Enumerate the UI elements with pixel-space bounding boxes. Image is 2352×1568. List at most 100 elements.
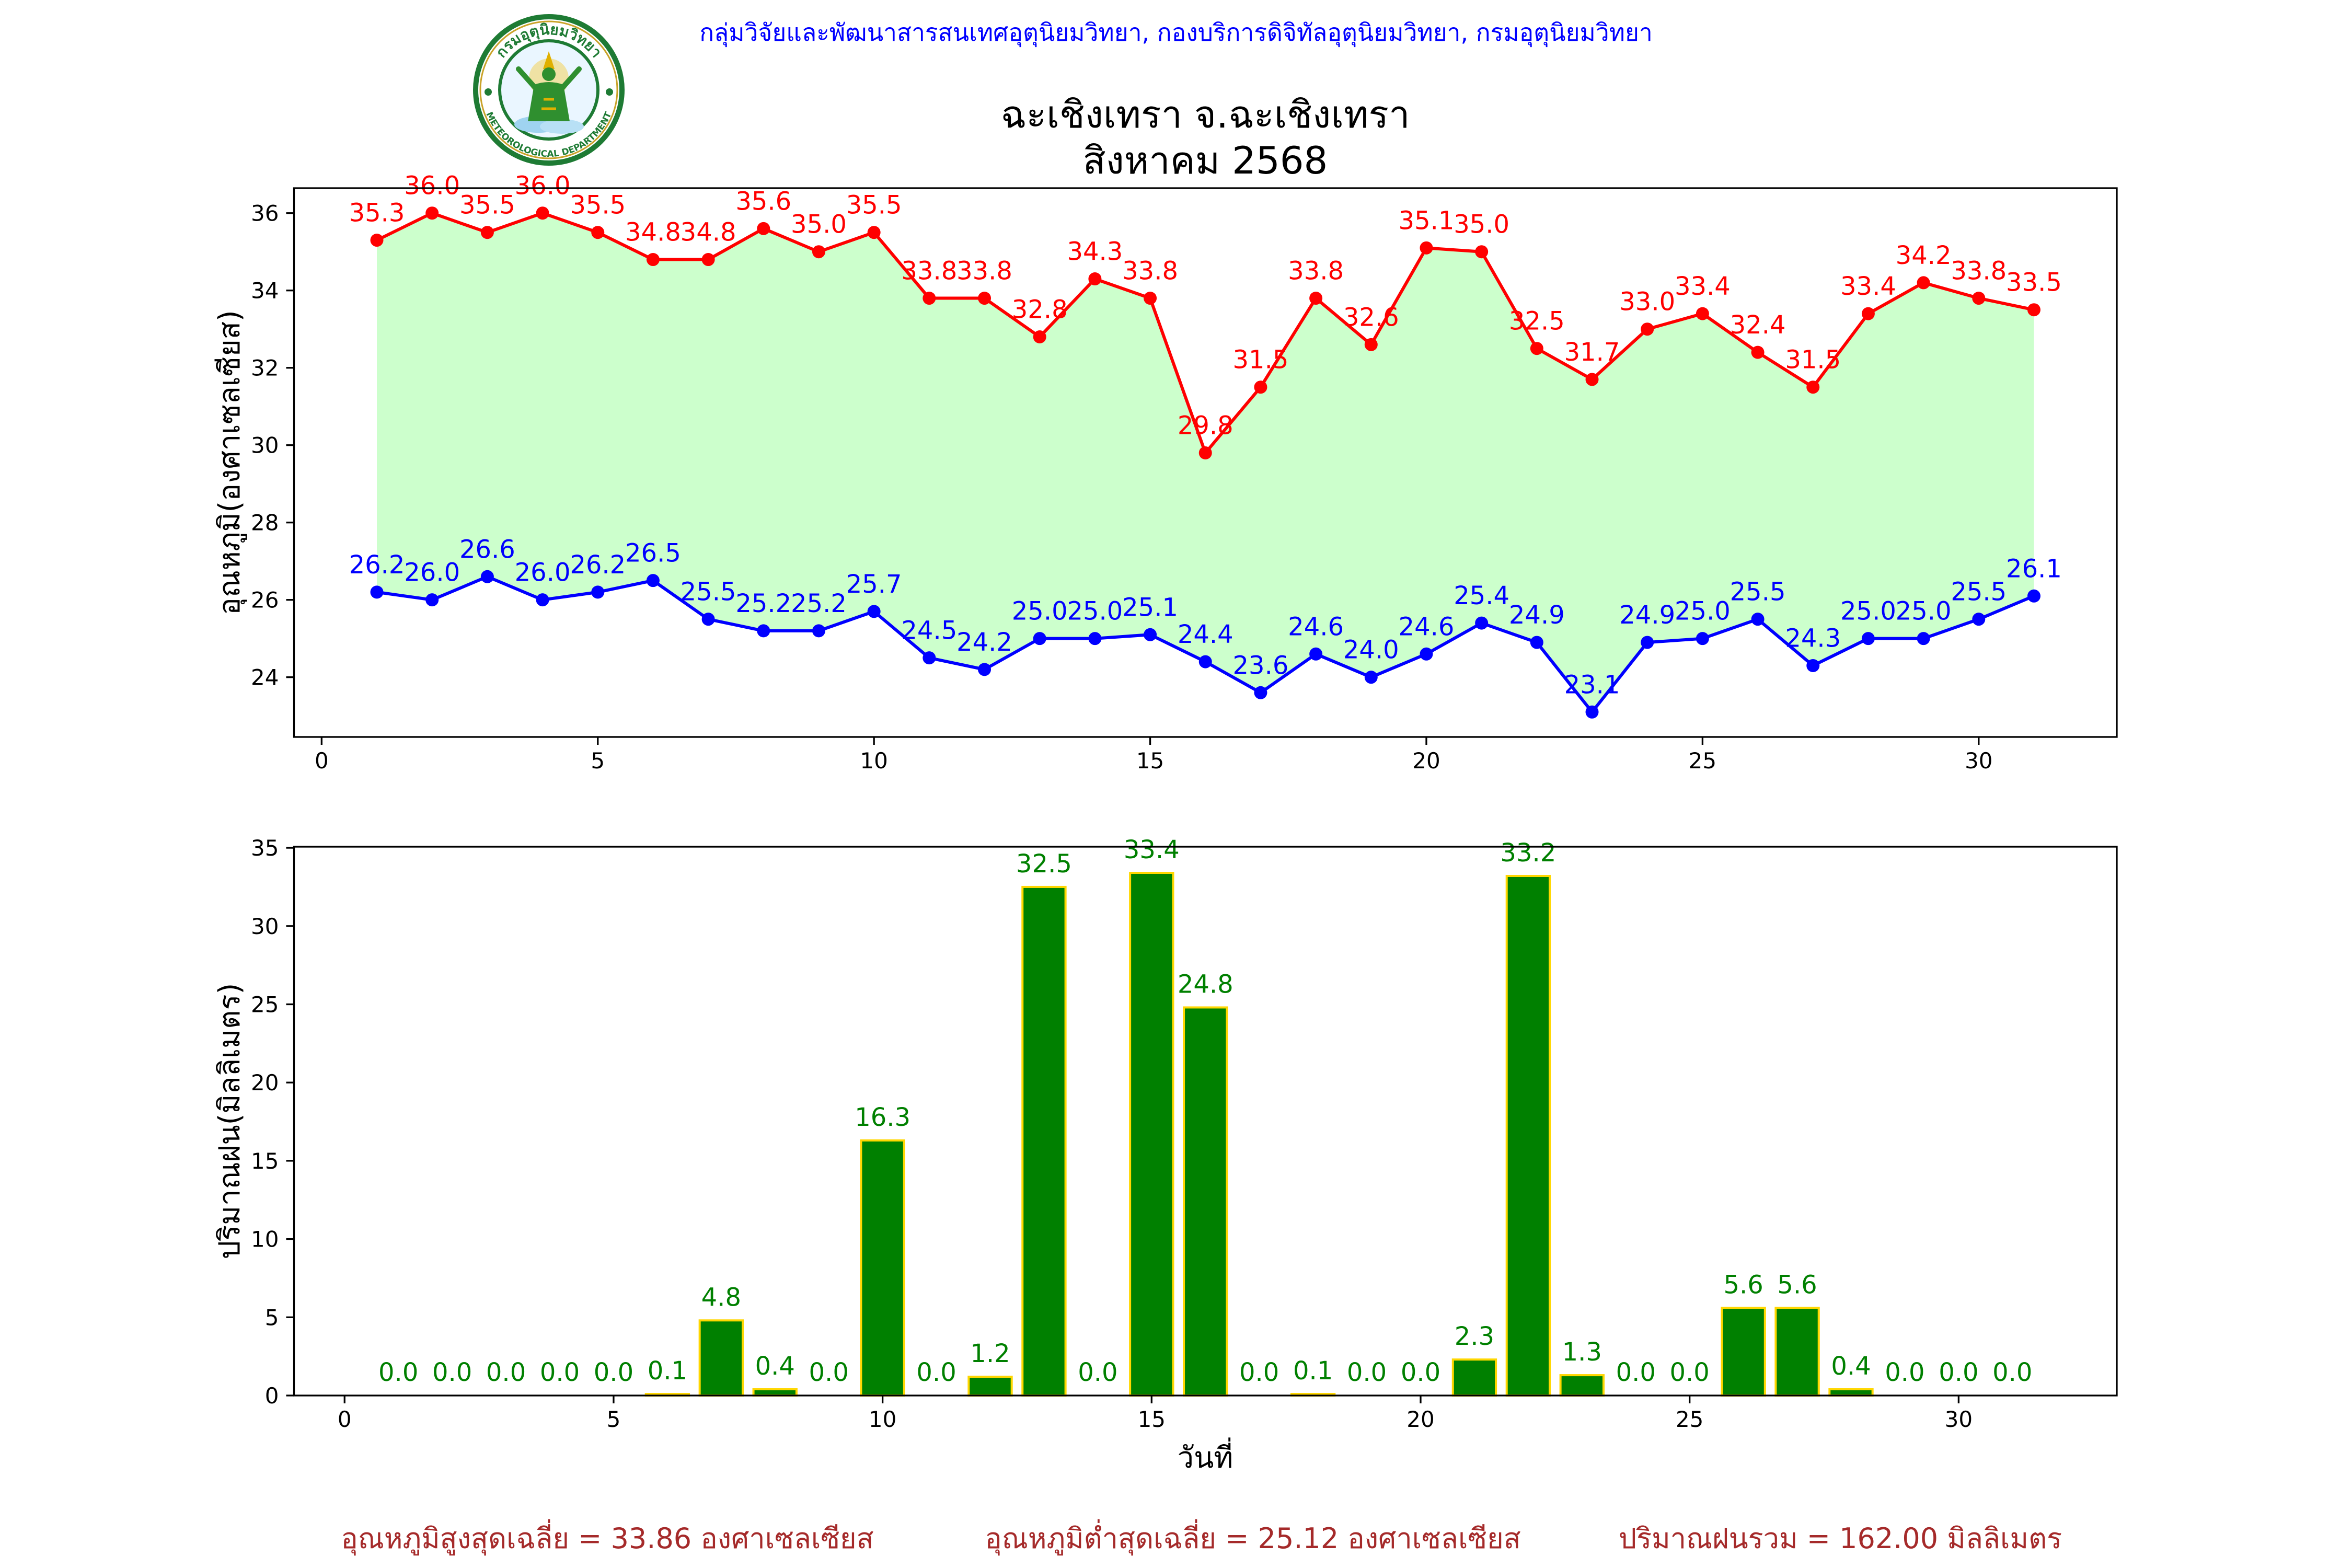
max-temperature-value-label: 31.5 [1785, 345, 1841, 375]
logo-deity-figure-icon [514, 51, 584, 134]
max-temperature-point [1917, 276, 1930, 290]
max-temperature-value-label: 33.0 [1619, 287, 1675, 317]
max-temperature-point [1696, 307, 1709, 320]
max-temperature-value-label: 35.6 [735, 187, 791, 216]
rainfall-value-label: 0.0 [1670, 1358, 1710, 1387]
x-tick-label: 20 [1412, 748, 1440, 774]
min-temperature-point [1530, 636, 1543, 649]
chart-subtitle: สิงหาคม 2568 [1083, 139, 1328, 182]
min-temperature-value-label: 25.2 [791, 589, 847, 618]
min-temperature-point [1420, 647, 1433, 661]
max-temperature-value-label: 34.2 [1896, 241, 1952, 270]
min-temperature-point [370, 585, 384, 599]
rainfall-bar [1828, 1388, 1874, 1397]
x-tick-label: 25 [1689, 748, 1716, 774]
min-temperature-value-label: 24.3 [1785, 624, 1841, 653]
max-temperature-value-label: 35.3 [349, 199, 405, 228]
y-tick-label: 5 [265, 1305, 279, 1330]
logo-right-ornament-icon [606, 88, 613, 96]
chart-title: ฉะเชิงเทรา จ.ฉะเชิงเทรา [1001, 93, 1410, 136]
rainfall-value-label: 16.3 [855, 1103, 910, 1132]
rainfall-value-label: 0.0 [1078, 1358, 1117, 1387]
max-temperature-value-label: 35.5 [459, 191, 515, 220]
rainfall-value-label: 0.0 [1939, 1358, 1978, 1387]
min-temperature-point [923, 651, 936, 665]
x-tick-label: 5 [591, 748, 605, 774]
rainfall-value-label: 0.1 [648, 1356, 687, 1386]
rainfall-value-label: 0.4 [755, 1352, 795, 1381]
min-temperature-value-label: 25.1 [1122, 593, 1178, 622]
min-temperature-point [701, 613, 715, 626]
logo-gold-ring [479, 20, 618, 159]
rainfall-bar [1505, 874, 1551, 1397]
max-temperature-point [1033, 330, 1046, 344]
y-tick-label: 20 [251, 1070, 279, 1096]
rainfall-value-label: 0.0 [1239, 1358, 1279, 1387]
min-temperature-point [1861, 632, 1875, 645]
min-temperature-point [1972, 613, 1986, 626]
min-temperature-value-label: 25.0 [1840, 597, 1896, 626]
rainfall-x-axis-label: วันที่ [1178, 1437, 1233, 1475]
min-temperature-value-label: 25.0 [1067, 597, 1123, 626]
rainfall-bar [967, 1376, 1013, 1397]
y-tick-label: 36 [251, 201, 279, 226]
y-tick-label: 24 [251, 665, 279, 690]
min-temperature-value-label: 25.2 [735, 589, 791, 618]
max-temperature-point [425, 206, 439, 220]
min-temperature-point [757, 624, 770, 638]
max-temperature-point [923, 292, 936, 305]
max-temperature-point [1198, 446, 1212, 460]
rainfall-value-label: 4.8 [701, 1283, 741, 1312]
min-temperature-point [536, 593, 549, 607]
min-temperature-value-label: 24.5 [901, 616, 957, 645]
max-temperature-point [1641, 322, 1654, 336]
max-temperature-value-label: 35.5 [570, 191, 626, 220]
average-max-temperature-text: อุณหภูมิสูงสุดเฉลี่ย = 33.86 องศาเซลเซีย… [341, 1519, 873, 1556]
y-tick-label: 26 [251, 587, 279, 613]
max-temperature-point [812, 245, 825, 259]
max-temperature-point [480, 226, 494, 239]
rainfall-value-label: 0.0 [1401, 1358, 1440, 1387]
max-temperature-value-label: 36.0 [515, 171, 571, 201]
rainfall-bar [1021, 885, 1067, 1397]
average-min-temperature-text: อุณหภูมิต่ำสุดเฉลี่ย = 25.12 องศาเซลเซีย… [985, 1519, 1520, 1556]
max-temperature-point [2027, 303, 2040, 317]
min-temperature-value-label: 25.0 [1675, 597, 1731, 626]
max-temperature-point [646, 253, 660, 267]
x-tick-label: 20 [1406, 1406, 1434, 1432]
total-rainfall-text: ปริมาณฝนรวม = 162.00 มิลลิเมตร [1619, 1522, 2062, 1555]
rainfall-bar [1774, 1307, 1820, 1397]
min-temperature-point [1144, 628, 1157, 641]
min-temperature-point [425, 593, 439, 607]
max-temperature-point [591, 226, 605, 239]
min-temperature-value-label: 23.1 [1564, 670, 1620, 699]
max-temperature-value-label: 33.4 [1675, 272, 1731, 301]
max-temperature-point [757, 222, 770, 235]
rainfall-plot-area: 0.0 0.0 0.0 0.0 0.0 0.1 4.8 0.4 0.0 16.3 0.0 1.2 32.… [251, 835, 2118, 1432]
rainfall-value-label: 0.0 [594, 1358, 633, 1387]
max-temperature-value-label: 34.8 [681, 218, 736, 247]
x-tick-label: 15 [1136, 748, 1164, 774]
footer-stats: อุณหภูมิสูงสุดเฉลี่ย = 33.86 องศาเซลเซีย… [341, 1519, 2062, 1556]
temperature-range-fill [377, 213, 2034, 712]
rainfall-value-label: 0.0 [486, 1358, 526, 1387]
rainfall-value-label: 0.0 [1885, 1358, 1924, 1387]
y-tick-label: 32 [251, 355, 279, 381]
min-temperature-point [1364, 671, 1378, 684]
min-temperature-point [1198, 655, 1212, 668]
max-temperature-value-label: 31.7 [1564, 338, 1620, 367]
max-temperature-point [1420, 241, 1433, 255]
max-temperature-point [370, 234, 384, 247]
max-temperature-value-label: 33.8 [1122, 257, 1178, 286]
max-temperature-value-label: 33.5 [2006, 268, 2062, 297]
x-tick-label: 0 [315, 748, 329, 774]
rainfall-value-label: 0.0 [540, 1358, 580, 1387]
max-temperature-value-label: 36.0 [404, 171, 460, 201]
min-temperature-point [1641, 636, 1654, 649]
max-temperature-point [1475, 245, 1489, 259]
max-temperature-value-label: 35.0 [1454, 210, 1509, 239]
rainfall-value-label: 0.0 [1992, 1358, 2032, 1387]
min-temperature-value-label: 25.0 [1012, 597, 1068, 626]
max-temperature-value-label: 35.5 [846, 191, 902, 220]
